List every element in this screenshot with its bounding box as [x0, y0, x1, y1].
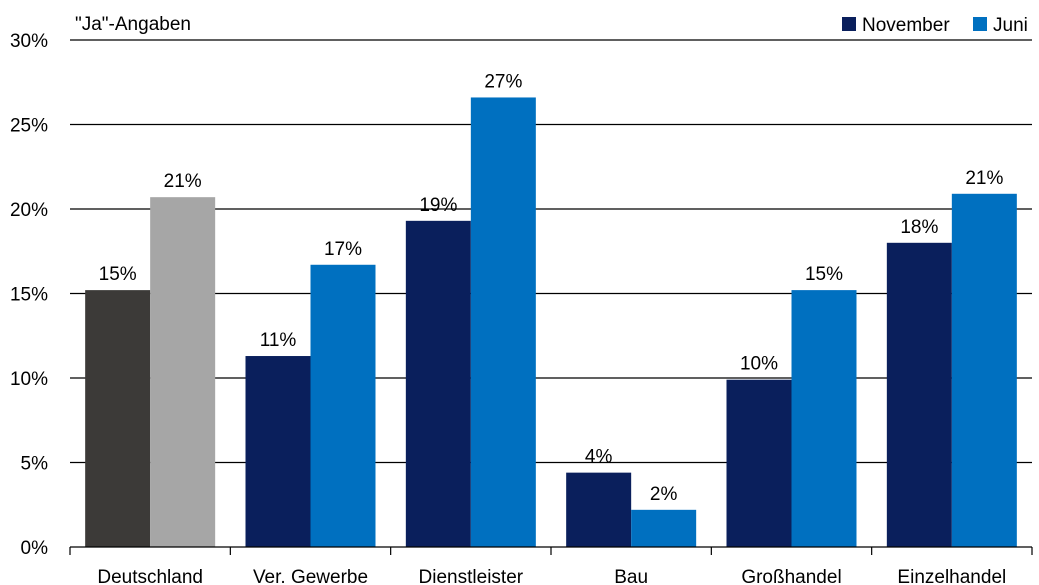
category-label: Ver. Gewerbe: [253, 567, 368, 585]
data-label: 27%: [484, 71, 522, 92]
category-label: Einzelhandel: [897, 567, 1006, 585]
x-axis: Deutschland Ver. Gewerbe Dienstleister Bau G…: [69, 546, 1033, 585]
data-label: 21%: [965, 168, 1003, 189]
legend: November Juni: [842, 15, 1028, 36]
bar: [405, 220, 471, 547]
category-label: Deutschland: [97, 567, 203, 585]
data-label: 10%: [740, 354, 778, 375]
data-label: 15%: [805, 264, 843, 285]
y-tick-label: 25%: [10, 116, 48, 137]
data-label: 17%: [324, 239, 362, 260]
y-tick-label: 30%: [10, 31, 48, 52]
bar: [310, 264, 376, 547]
data-label: 18%: [900, 217, 938, 238]
data-label: 2%: [650, 484, 678, 505]
bar: [85, 290, 151, 547]
bar: [791, 290, 857, 547]
category-label: Bau: [614, 567, 648, 585]
bar: [470, 97, 536, 548]
bar: [951, 193, 1017, 548]
legend-swatch: [842, 17, 856, 31]
gridlines: [70, 39, 1032, 464]
y-tick-label: 0%: [21, 538, 49, 559]
bar: [566, 472, 632, 547]
data-label: 19%: [419, 195, 457, 216]
data-label: 21%: [164, 171, 202, 192]
bar: [631, 509, 697, 547]
category-label: Dienstleister: [419, 567, 524, 585]
data-label: 4%: [585, 447, 613, 468]
y-tick-label: 5%: [21, 454, 49, 475]
bar: [150, 197, 216, 548]
legend-label: November: [862, 15, 950, 36]
y-tick-label: 20%: [10, 200, 48, 221]
y-tick-label: 15%: [10, 285, 48, 306]
y-tick-label: 10%: [10, 369, 48, 390]
data-labels: 15% 21% 11% 17% 19% 27% 4% 2% 10% 15% 18% 21%: [99, 71, 1004, 504]
legend-label: Juni: [993, 15, 1028, 36]
legend-swatch: [973, 17, 987, 31]
chart-subtitle: "Ja"-Angaben: [75, 14, 191, 35]
data-label: 11%: [260, 330, 297, 351]
bar: [726, 379, 792, 547]
category-label: Großhandel: [741, 567, 841, 585]
bars: [85, 97, 1017, 548]
bar: [245, 356, 311, 547]
data-label: 15%: [99, 264, 137, 285]
bar: [886, 242, 952, 548]
y-axis-ticks: 0% 5% 10% 15% 20% 25% 30%: [10, 31, 48, 559]
